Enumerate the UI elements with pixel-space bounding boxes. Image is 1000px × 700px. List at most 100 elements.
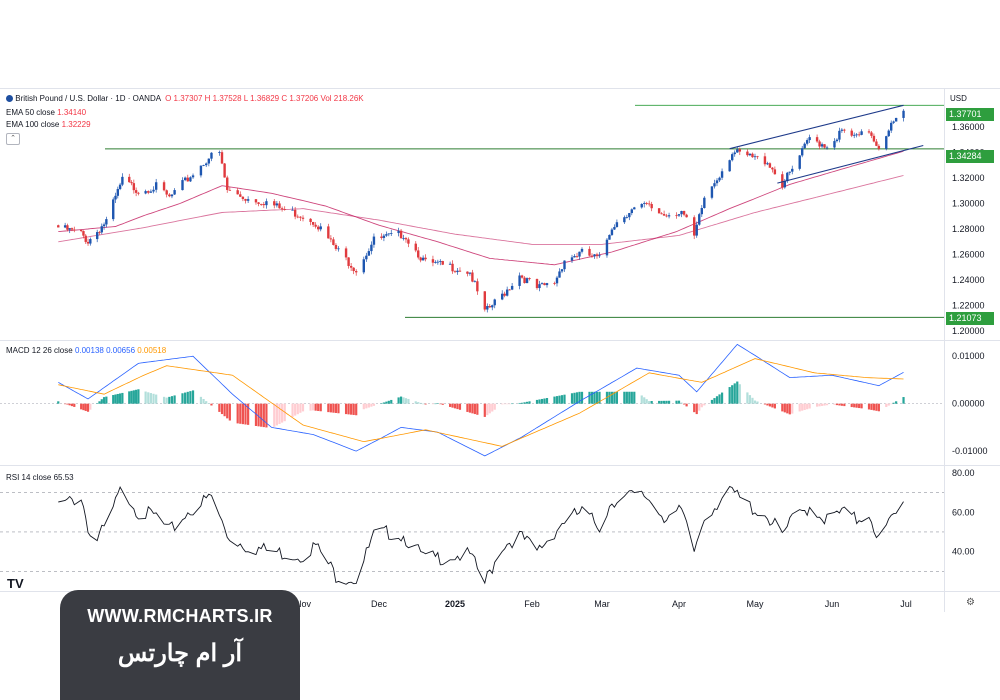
settings-gear-icon[interactable]: ⚙ bbox=[966, 597, 975, 608]
macd-histogram-bar bbox=[867, 403, 871, 410]
candle-body bbox=[575, 256, 579, 257]
time-tick-label: Jul bbox=[900, 599, 912, 609]
macd-histogram-bar bbox=[535, 399, 539, 404]
candle-body bbox=[665, 215, 668, 217]
macd-histogram-bar bbox=[860, 403, 863, 409]
macd-legend[interactable]: MACD 12 26 close 0.00138 0.00656 0.00518 bbox=[6, 345, 166, 356]
candle-body bbox=[147, 191, 150, 193]
candle-body bbox=[149, 191, 153, 193]
ema50-legend[interactable]: EMA 50 close 1.34140 bbox=[6, 107, 86, 118]
candle-body bbox=[89, 239, 92, 244]
collapse-legend-icon[interactable]: ⌃ bbox=[6, 133, 20, 145]
candle-body bbox=[835, 139, 839, 142]
rsi-legend[interactable]: RSI 14 close 65.53 bbox=[6, 472, 74, 483]
macd-histogram-bar bbox=[84, 403, 87, 411]
macd-histogram-bar bbox=[791, 403, 794, 414]
axis-labels: 1.360001.340001.320001.300001.280001.260… bbox=[64, 122, 988, 609]
macd-histogram-bar bbox=[555, 396, 559, 404]
candle-body bbox=[228, 189, 232, 191]
currency-label[interactable]: USD bbox=[950, 94, 967, 103]
macd-histogram-bar bbox=[855, 403, 858, 408]
candle-body bbox=[165, 190, 168, 195]
macd-histogram-bar bbox=[766, 403, 769, 406]
price-chart[interactable]: 1.360001.340001.320001.300001.280001.260… bbox=[0, 0, 1000, 612]
macd-histogram-bar bbox=[260, 403, 263, 427]
candle-body bbox=[347, 257, 350, 266]
candle-body bbox=[128, 176, 131, 183]
price-tag-resistance: 1.34284 bbox=[946, 150, 994, 163]
candle-body bbox=[720, 171, 724, 178]
tradingview-logo[interactable]: TV bbox=[7, 576, 24, 591]
macd-histogram-bar bbox=[152, 393, 155, 404]
candle-body bbox=[332, 239, 335, 245]
macd-histogram-bar bbox=[806, 403, 809, 410]
candle-body bbox=[608, 234, 611, 240]
macd-histogram-bar bbox=[540, 398, 544, 404]
candle-body bbox=[491, 305, 494, 308]
candle-body bbox=[605, 239, 609, 256]
rsi-line bbox=[58, 485, 904, 585]
macd-histogram-bar bbox=[658, 400, 661, 404]
symbol-title[interactable]: British Pound / U.S. Dollar · 1D · OANDA bbox=[15, 94, 161, 103]
candle-body bbox=[877, 145, 881, 149]
candle-body bbox=[273, 201, 276, 206]
candle-body bbox=[191, 175, 195, 178]
candle-body bbox=[199, 165, 203, 176]
candle-body bbox=[293, 209, 297, 217]
candle-body bbox=[525, 278, 529, 284]
candle-body bbox=[902, 110, 905, 118]
macd-histogram-bar bbox=[424, 403, 427, 405]
candle-body bbox=[262, 204, 266, 206]
macd-histogram-bar bbox=[781, 403, 784, 412]
macd-histogram-bar bbox=[736, 381, 739, 404]
candle-body bbox=[508, 289, 511, 291]
macd-histogram-bar bbox=[471, 403, 474, 414]
candle-body bbox=[840, 129, 844, 131]
price-tick-label: 1.22000 bbox=[952, 301, 985, 311]
channel-upper-line bbox=[729, 104, 904, 150]
macd-histogram-bar bbox=[825, 403, 829, 406]
macd-histogram-bar bbox=[226, 403, 229, 419]
macd-histogram-bar bbox=[677, 400, 681, 404]
candle-body bbox=[144, 191, 147, 194]
channel-lower-line bbox=[777, 144, 924, 184]
candle-body bbox=[207, 158, 211, 164]
candle-body bbox=[860, 131, 863, 135]
candle-body bbox=[205, 163, 208, 166]
candle-body bbox=[746, 151, 749, 156]
candle-body bbox=[753, 156, 757, 158]
candle-body bbox=[118, 184, 122, 190]
macd-histogram-bar bbox=[431, 403, 435, 405]
macd-histogram-bar bbox=[98, 401, 101, 404]
macd-histogram-bar bbox=[728, 387, 731, 404]
trend-channel[interactable] bbox=[729, 104, 924, 184]
candle-body bbox=[218, 152, 221, 154]
macd-histogram-bar bbox=[436, 403, 439, 404]
macd-histogram-bar bbox=[367, 403, 370, 408]
candle-body bbox=[625, 217, 629, 218]
macd-histogram-bar bbox=[458, 403, 462, 410]
candle-body bbox=[598, 255, 601, 257]
candle-body bbox=[134, 190, 138, 193]
macd-histogram-bar bbox=[387, 400, 390, 404]
macd-histogram-bar bbox=[370, 403, 373, 407]
macd-histogram-bar bbox=[643, 397, 646, 404]
price-tick-label: 1.20000 bbox=[952, 326, 985, 336]
macd-histogram-bar bbox=[102, 397, 106, 404]
candle-body bbox=[473, 281, 477, 283]
macd-histogram-bar bbox=[695, 403, 698, 415]
macd-histogram-bar bbox=[892, 402, 895, 404]
ema100-label: EMA 100 close bbox=[6, 120, 60, 129]
macd-histogram-bar bbox=[419, 402, 422, 404]
macd-histogram-bar bbox=[118, 393, 122, 404]
macd-histogram-bar bbox=[713, 398, 716, 404]
macd-histogram-bar bbox=[147, 392, 150, 404]
macd-histogram-bar bbox=[843, 403, 846, 407]
ema100-legend[interactable]: EMA 100 close 1.32229 bbox=[6, 119, 91, 130]
macd-histogram-bar bbox=[296, 403, 299, 415]
candle-body bbox=[259, 203, 263, 205]
macd-histogram-bar bbox=[872, 403, 876, 411]
candle-body bbox=[633, 207, 636, 210]
macd-histogram-bar bbox=[390, 399, 393, 404]
macd-histogram-bar bbox=[170, 396, 174, 404]
